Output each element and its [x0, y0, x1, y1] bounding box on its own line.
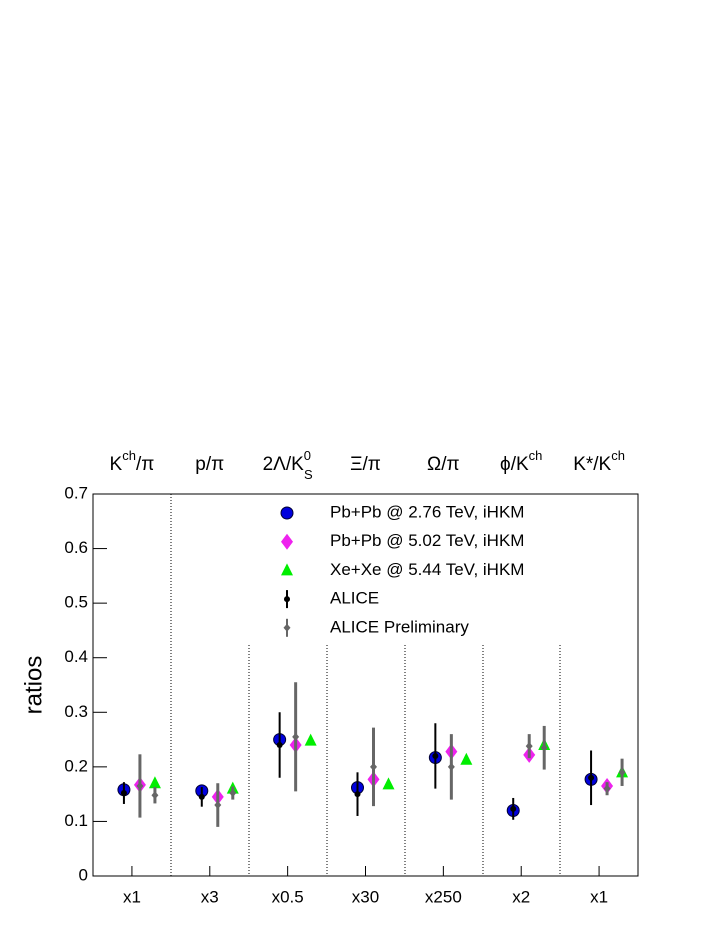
y-axis-label: ratios — [20, 656, 47, 715]
category-label-part: ch — [611, 448, 625, 463]
category-label-part: ch — [529, 448, 543, 463]
marker-small-diamond — [214, 801, 222, 810]
category-label-part: K — [110, 454, 123, 475]
category-label-part: S — [304, 467, 313, 482]
plot-frame — [92, 493, 639, 877]
category-label: p/π — [195, 454, 224, 475]
y-tick-label: 0.1 — [64, 811, 88, 830]
y-tick-label: 0.7 — [64, 483, 88, 502]
marker-small-diamond — [283, 623, 291, 632]
marker-small-diamond — [151, 791, 159, 800]
legend-label: ALICE Preliminary — [330, 617, 469, 636]
marker-small-diamond — [370, 762, 377, 771]
marker-small-diamond — [603, 784, 611, 793]
category-label-part: Ξ/π — [350, 454, 381, 475]
marker-triangle — [281, 563, 293, 576]
y-tick-label: 0.5 — [64, 593, 88, 612]
marker-point — [354, 791, 361, 798]
category-label-part: ch — [122, 448, 136, 463]
marker-triangle — [460, 752, 473, 765]
marker-point — [284, 596, 290, 603]
category-label: Ω/π — [427, 454, 460, 475]
legend-label: Pb+Pb @ 5.02 TeV, iHKM — [330, 531, 524, 550]
marker-small-diamond — [540, 743, 548, 752]
scale-label: x1 — [123, 887, 141, 906]
category-label-part: p/π — [195, 454, 224, 475]
y-tick-label: 0.4 — [64, 647, 88, 666]
category-label: ϕ/Kch — [500, 448, 542, 475]
y-tick-label: 0.2 — [64, 756, 88, 775]
legend-label: Pb+Pb @ 2.76 TeV, iHKM — [330, 502, 524, 521]
scale-label: x3 — [201, 887, 219, 906]
marker-small-diamond — [447, 762, 455, 771]
marker-point — [432, 752, 439, 759]
y-tick-label: 0.6 — [64, 538, 88, 557]
category-label-part: Ω/π — [427, 454, 460, 475]
marker-point — [120, 790, 127, 797]
category-label-part: /π — [136, 454, 154, 475]
legend-label: Xe+Xe @ 5.44 TeV, iHKM — [330, 560, 524, 579]
scale-label: x0.5 — [272, 887, 304, 906]
scale-label: x1 — [590, 887, 608, 906]
marker-point — [510, 805, 517, 812]
marker-small-diamond — [525, 742, 533, 751]
marker-small-diamond — [292, 732, 300, 741]
category-label-part: K*/K — [573, 454, 611, 475]
scale-label: x2 — [512, 887, 530, 906]
marker-diamond — [281, 533, 293, 550]
marker-small-diamond — [618, 768, 626, 777]
category-label-part: 0 — [304, 448, 311, 463]
y-tick-label: 0.3 — [64, 702, 88, 721]
marker-point — [198, 793, 205, 800]
scale-label: x250 — [425, 887, 462, 906]
category-label-part: 2Λ/K — [263, 454, 305, 475]
marker-triangle — [304, 733, 317, 746]
category-label: 2Λ/K0 S — [263, 448, 313, 482]
legend-label: ALICE — [330, 589, 379, 608]
marker-small-diamond — [229, 789, 237, 798]
category-label-part: ϕ/K — [500, 454, 529, 475]
category-label: Ξ/π — [350, 454, 381, 475]
marker-triangle — [382, 777, 395, 790]
category-label: Kch/π — [110, 448, 155, 475]
marker-point — [276, 742, 283, 749]
y-tick-label: 0 — [79, 865, 88, 884]
marker-triangle — [148, 776, 161, 789]
category-label: K*/Kch — [573, 448, 625, 475]
marker-small-diamond — [136, 781, 144, 790]
marker-point — [588, 774, 595, 781]
scale-label: x30 — [352, 887, 379, 906]
marker-circle — [280, 506, 294, 520]
